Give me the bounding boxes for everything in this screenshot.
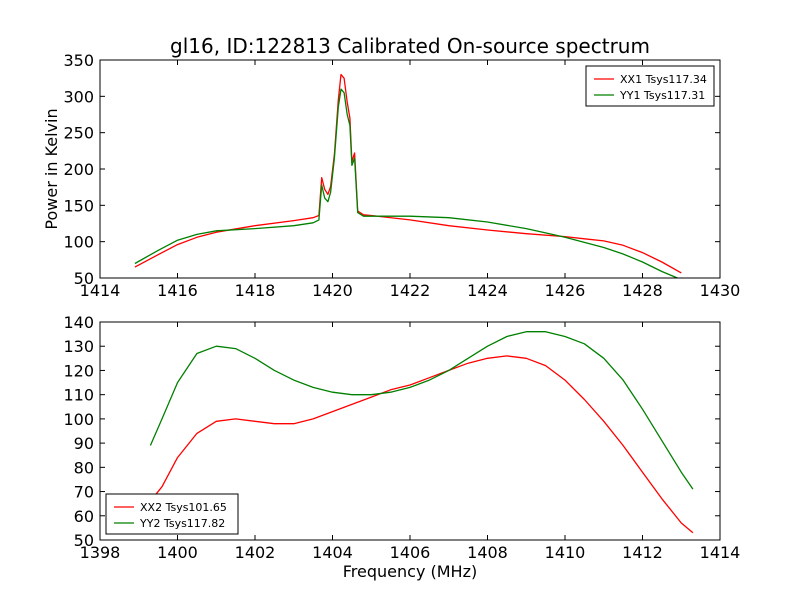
y-tick-label: 100 [63, 410, 94, 429]
x-tick-label: 1402 [235, 543, 276, 562]
y-tick-label: 250 [63, 124, 94, 143]
y-tick-label: 150 [63, 196, 94, 215]
x-tick-label: 1414 [80, 281, 121, 300]
y-tick-label: 60 [74, 507, 94, 526]
y-axis-label: Power in Kelvin [42, 108, 61, 229]
legend-entry: XX1 Tsys117.34 [620, 73, 707, 86]
y-tick-label: 130 [63, 337, 94, 356]
x-tick-label: 1424 [467, 281, 508, 300]
x-tick-label: 1408 [467, 543, 508, 562]
legend: XX1 Tsys117.34 YY1 Tsys117.31 [585, 65, 715, 107]
legend-box [105, 493, 239, 535]
x-tick-label: 1414 [700, 543, 741, 562]
y-tick-label: 50 [74, 531, 94, 550]
x-tick-label: 1416 [157, 281, 198, 300]
y-tick-label: 110 [63, 386, 94, 405]
series-line-1 [149, 355, 694, 534]
x-tick-label: 1428 [622, 281, 663, 300]
x-tick-label: 1400 [157, 543, 198, 562]
series-line-1 [134, 73, 682, 274]
x-tick-label: 1420 [312, 281, 353, 300]
y-tick-label: 70 [74, 483, 94, 502]
x-tick-label: 1406 [390, 543, 431, 562]
bottom-spectrum-panel: 1398 1400 1402 1404 1406 1408 1410 1412 1414 50 60… [63, 313, 740, 581]
legend-entry: YY1 Tsys117.31 [619, 89, 705, 102]
y-tick-label: 90 [74, 434, 94, 453]
x-tick-label: 1422 [390, 281, 431, 300]
y-tick-label: 140 [63, 313, 94, 332]
legend-box [585, 65, 715, 107]
legend-entry: XX2 Tsys101.65 [140, 501, 227, 514]
legend: XX2 Tsys101.65 YY2 Tsys117.82 [105, 493, 239, 535]
top-spectrum-panel: 1414 1416 1418 1420 1422 1424 1426 1428 1430 50 10… [42, 51, 740, 300]
figure-title: gl16, ID:122813 Calibrated On-source spe… [170, 34, 650, 58]
x-tick-label: 1430 [700, 281, 741, 300]
y-tick-label: 200 [63, 160, 94, 179]
x-tick-label: 1426 [545, 281, 586, 300]
y-tick-label: 50 [74, 269, 94, 288]
x-tick-label: 1412 [622, 543, 663, 562]
y-tick-label: 80 [74, 458, 94, 477]
series-line-2 [149, 331, 694, 490]
x-tick-label: 1404 [312, 543, 353, 562]
x-tick-label: 1410 [545, 543, 586, 562]
x-axis-label: Frequency (MHz) [343, 562, 477, 581]
series-line-2 [134, 88, 678, 279]
x-tick-label: 1398 [80, 543, 121, 562]
y-tick-label: 350 [63, 51, 94, 70]
y-tick-label: 120 [63, 361, 94, 380]
y-tick-label: 100 [63, 233, 94, 252]
x-tick-label: 1418 [235, 281, 276, 300]
y-tick-label: 300 [63, 87, 94, 106]
legend-entry: YY2 Tsys117.82 [139, 517, 225, 530]
